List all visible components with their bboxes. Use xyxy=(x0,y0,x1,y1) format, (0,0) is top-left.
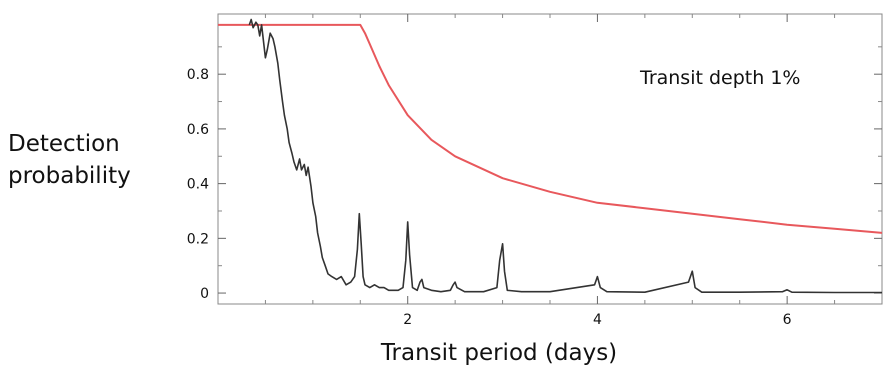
y-tick-label: 0.6 xyxy=(187,122,209,138)
annotation-transit-depth: Transit depth 1% xyxy=(639,67,800,89)
y-axis-label: Detection probability xyxy=(8,128,131,192)
y-tick-label: 0 xyxy=(200,286,209,302)
y-tick-label: 0.2 xyxy=(187,231,209,247)
x-tick-label: 2 xyxy=(403,312,412,328)
y-tick-label: 0.4 xyxy=(187,177,209,193)
series-line-1 xyxy=(248,18,882,294)
plot-frame xyxy=(217,13,883,305)
y-tick-label: 0.8 xyxy=(187,67,209,83)
x-axis-label: Transit period (days) xyxy=(380,340,618,366)
series-line-0 xyxy=(218,23,883,234)
y-axis-label-line-1: Detection xyxy=(8,131,120,157)
x-tick-label: 6 xyxy=(783,312,792,328)
y-axis-label-line-2: probability xyxy=(8,163,131,189)
x-tick-label: 4 xyxy=(593,312,602,328)
